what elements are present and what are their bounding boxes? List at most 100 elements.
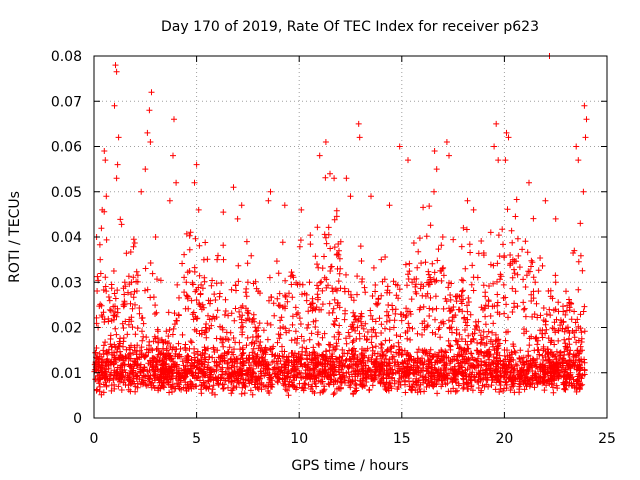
data-point	[270, 343, 277, 350]
data-point	[322, 234, 329, 241]
data-point	[470, 335, 477, 342]
data-point	[422, 259, 429, 266]
data-point	[182, 347, 189, 354]
data-point	[257, 375, 264, 382]
data-point	[558, 373, 565, 380]
data-point	[327, 366, 333, 373]
data-point	[205, 345, 211, 352]
data-point	[514, 235, 521, 242]
data-point	[136, 376, 143, 383]
data-point	[105, 349, 112, 356]
data-point	[378, 362, 385, 369]
data-point	[232, 305, 239, 312]
data-point	[454, 293, 461, 300]
data-point	[184, 295, 191, 302]
data-point	[349, 321, 356, 328]
data-point	[536, 351, 543, 358]
data-point	[353, 385, 360, 392]
data-point	[157, 377, 163, 384]
data-point	[406, 260, 413, 267]
data-point	[289, 272, 296, 279]
data-point	[407, 311, 414, 318]
data-point	[130, 274, 137, 281]
data-point	[514, 303, 521, 310]
data-point	[341, 285, 348, 292]
data-point	[193, 328, 200, 335]
data-point	[173, 346, 180, 353]
data-point	[407, 336, 414, 343]
data-point	[383, 318, 390, 325]
data-point	[512, 213, 519, 220]
data-point	[426, 358, 433, 365]
data-point	[383, 308, 390, 315]
data-point	[288, 337, 295, 344]
data-point	[111, 352, 118, 359]
data-point	[568, 382, 575, 389]
data-point	[481, 342, 488, 348]
data-point	[299, 352, 306, 358]
data-point	[577, 220, 584, 227]
data-point	[121, 361, 128, 368]
data-point	[558, 319, 565, 326]
data-point	[333, 355, 339, 362]
data-point	[528, 291, 535, 298]
data-point	[502, 294, 509, 301]
data-point	[100, 342, 107, 349]
data-point	[349, 339, 356, 346]
data-point	[522, 313, 529, 320]
data-point	[316, 342, 322, 348]
data-point	[121, 279, 128, 286]
data-point	[342, 358, 349, 364]
data-point	[132, 358, 139, 365]
data-point	[310, 365, 317, 372]
data-point	[111, 360, 118, 367]
data-point	[271, 312, 278, 319]
data-point	[427, 222, 434, 229]
data-point	[329, 288, 336, 295]
data-point	[250, 369, 257, 376]
data-point	[360, 352, 367, 359]
data-point	[173, 179, 180, 186]
data-point	[456, 331, 463, 338]
data-point	[478, 336, 485, 343]
data-point	[329, 285, 336, 292]
data-point	[560, 379, 567, 386]
data-point	[301, 361, 308, 368]
data-point	[255, 324, 262, 331]
data-point	[186, 345, 193, 352]
data-point	[230, 184, 237, 191]
data-point	[142, 166, 149, 173]
data-point	[279, 348, 286, 355]
data-point	[176, 385, 183, 392]
data-point	[332, 346, 339, 353]
data-point	[467, 362, 474, 369]
data-point	[298, 385, 305, 392]
data-point	[319, 301, 326, 308]
data-point	[506, 375, 513, 382]
y-tick-label: 0.03	[51, 275, 82, 291]
data-point	[367, 312, 374, 319]
data-point	[502, 368, 509, 375]
data-point	[96, 350, 103, 357]
data-point	[193, 297, 200, 303]
data-point	[494, 367, 501, 374]
data-point	[210, 374, 216, 381]
data-point	[165, 333, 172, 340]
data-point	[333, 213, 340, 220]
data-point	[358, 352, 365, 358]
data-point	[321, 253, 327, 260]
data-point	[276, 290, 283, 297]
data-point	[373, 300, 379, 307]
data-point	[438, 268, 445, 274]
data-point	[103, 193, 110, 200]
y-tick-label: 0.04	[51, 230, 82, 246]
data-point	[330, 371, 337, 378]
data-point	[192, 383, 199, 390]
data-point	[489, 367, 496, 374]
data-point	[575, 365, 582, 371]
data-point	[298, 333, 305, 340]
data-point	[324, 374, 331, 380]
data-point	[116, 355, 123, 362]
data-point	[336, 247, 342, 254]
data-point	[194, 364, 201, 370]
